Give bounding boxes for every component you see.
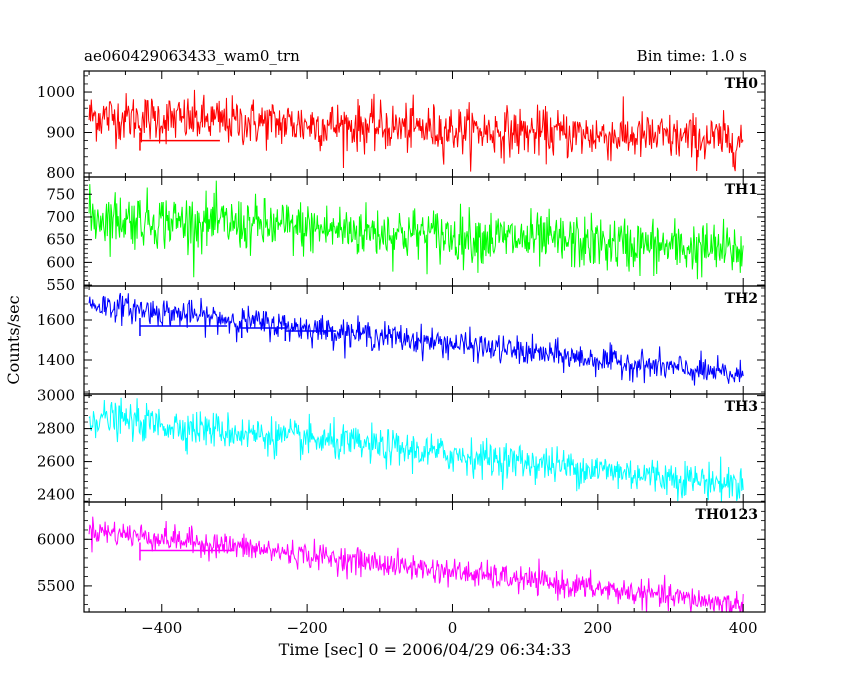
y-tick-label: 1000 [37,83,75,101]
x-axis-tick-labels: −400 −200 0 200 400 [141,619,757,637]
y-tick-label: 6000 [37,530,75,548]
y-tick-label: 750 [46,185,75,203]
y-tick-label: 3000 [37,387,75,405]
series-line-th3 [88,397,744,502]
series-line-th0 [88,89,744,172]
x-tick-label: 200 [584,619,613,637]
panel-th2: 1400 1600 TH2 [37,285,766,395]
y-tick-label: 2600 [37,453,75,471]
y-tick-label: 2400 [37,486,75,504]
panel-label-th2: TH2 [725,291,758,307]
panel-th1: 550 600 650 700 750 TH1 [46,176,766,294]
y-tick-label: 1600 [37,311,75,329]
y-tick-label: 1400 [37,351,75,369]
x-tick-label: 0 [448,619,458,637]
observation-id-title: ae060429063433_wam0_trn [84,47,300,65]
bin-time-label: Bin time: 1.0 s [637,47,747,65]
series-line-th1 [88,180,744,280]
y-tick-label: 900 [46,123,75,141]
panel-label-th0123: TH0123 [695,507,758,523]
panel-label-th1: TH1 [725,182,758,198]
series-line-th2 [88,292,744,386]
panel-th0: 800 900 1000 TH0 [37,70,766,182]
y-axis-title: Counts/sec [4,295,23,384]
y-tick-label: 800 [46,164,75,182]
panel-frame [83,70,766,178]
y-tick-label: 700 [46,208,75,226]
y-tick-label: 550 [46,276,75,294]
panel-th0123: 5500 6000 TH0123 [37,501,766,613]
x-tick-label: −400 [141,619,182,637]
panels: 800 900 1000 TH0 550 600 650 700 750 TH1 1400 1600 T… [37,70,766,613]
panel-th3: 2400 2600 2800 3000 TH3 [37,387,766,504]
x-axis-title: Time [sec] 0 = 2006/04/29 06:34:33 [279,640,572,659]
y-tick-label: 5500 [37,577,75,595]
y-tick-label: 650 [46,231,75,249]
y-tick-label: 600 [46,253,75,271]
panel-label-th0: TH0 [725,76,759,92]
series-line-th0123 [88,516,744,612]
x-tick-label: 400 [729,619,758,637]
y-tick-label: 2800 [37,420,75,438]
panel-frame [83,501,766,613]
panel-label-th3: TH3 [725,399,758,415]
x-tick-label: −200 [287,619,328,637]
